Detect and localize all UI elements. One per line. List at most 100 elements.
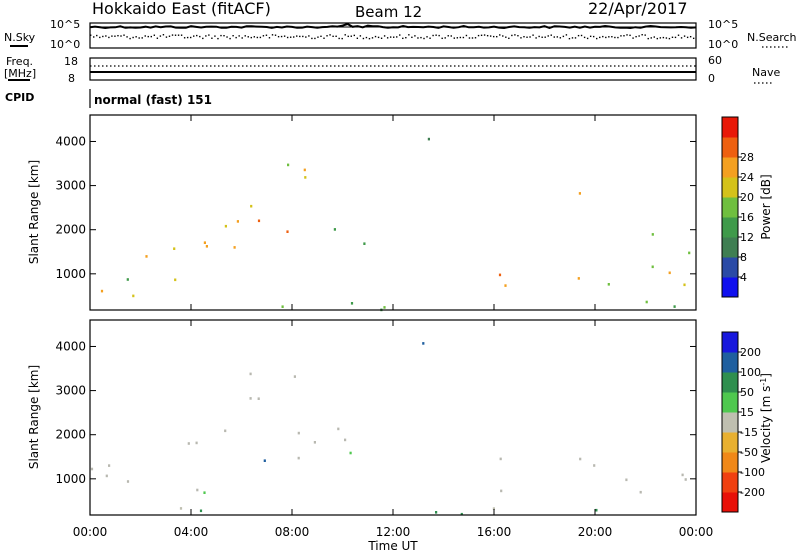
nsearch-point: [365, 36, 368, 39]
radar-cell: [337, 427, 340, 431]
nsearch-point: [692, 37, 695, 40]
nsearch-point: [202, 37, 204, 40]
nsky-label: N.Sky: [4, 31, 36, 44]
velocity-data: [90, 342, 687, 516]
nave-label: Nave: [752, 66, 780, 79]
x-tick-label: 04:00: [174, 525, 209, 539]
radar-cell: [344, 438, 347, 442]
nsearch-point: [90, 34, 92, 36]
nsearch-point: [532, 34, 534, 36]
freq-label-2: [MHz]: [4, 67, 36, 80]
nsearch-point: [438, 34, 440, 37]
nsky-trace: [89, 22, 697, 30]
nsearch-point: [647, 37, 649, 40]
nsearch-point: [674, 36, 677, 39]
freq-label-1: Freq.: [6, 55, 33, 68]
radar-cell: [577, 277, 580, 280]
nsearch-point: [611, 36, 613, 38]
radar-cell: [224, 429, 227, 433]
radar-cell: [293, 375, 296, 378]
radar-cell: [263, 459, 266, 462]
power-y-axis: 1000 2000 3000 4000: [55, 134, 696, 281]
nsearch-point: [656, 37, 659, 40]
nsearch-point: [526, 36, 528, 38]
colorbar-segment: [722, 157, 738, 178]
nsearch-point: [547, 35, 549, 37]
date-label: 22/Apr/2017: [588, 0, 688, 18]
nsearch-point: [583, 36, 586, 39]
colorbar-tick-label: 200: [740, 346, 761, 359]
nsearch-point: [620, 35, 622, 37]
nsearch-point: [414, 35, 416, 37]
y-tick-label: 1000: [55, 472, 86, 486]
nsearch-point: [553, 36, 555, 38]
y-tick-label: 3000: [55, 179, 86, 193]
nsearch-point: [289, 36, 292, 38]
radar-cell: [651, 233, 654, 236]
nsearch-point: [189, 36, 192, 39]
nsearch-point: [650, 37, 652, 39]
radar-cell: [683, 283, 686, 287]
nsearch-point: [614, 36, 616, 39]
nsearch-point: [253, 36, 256, 38]
colorbar-tick-label: -50: [740, 446, 758, 459]
nsearch-point: [135, 36, 137, 38]
nsearch-point: [305, 36, 307, 38]
nsearch-point: [626, 34, 628, 36]
radar-cell: [100, 289, 104, 293]
nsearch-point: [183, 37, 186, 39]
radar-cell: [126, 480, 130, 483]
nsearch-point: [229, 37, 231, 40]
nsearch-point: [335, 35, 337, 37]
radar-cell: [224, 224, 227, 228]
radar-cell: [668, 271, 671, 275]
nsearch-point: [505, 36, 507, 38]
radar-cell: [203, 241, 206, 244]
nsearch-point: [238, 35, 240, 37]
nsearch-point: [211, 37, 213, 39]
nsearch-point: [380, 37, 383, 39]
colorbar-tick-label: 50: [740, 386, 754, 399]
radar-cell: [651, 265, 654, 269]
nsearch-point: [635, 35, 637, 38]
nsearch-point: [592, 35, 595, 38]
radar-cell: [249, 397, 252, 400]
x-tick-label: 12:00: [376, 525, 411, 539]
radar-cell: [250, 204, 253, 208]
radar-cell: [105, 474, 108, 478]
velocity-frame: [89, 319, 697, 516]
nsearch-point: [683, 35, 686, 37]
x-tick-label: 00:00: [679, 525, 714, 539]
nsearch-trace: [90, 34, 695, 40]
freq-tick-top: 18: [64, 55, 78, 68]
radar-cell: [333, 228, 336, 231]
x-tick-label: 20:00: [578, 525, 613, 539]
colorbar-tick-label: -15: [740, 426, 758, 439]
nsearch-point: [153, 34, 156, 36]
radar-cell: [673, 305, 676, 308]
nsearch-point: [629, 34, 631, 37]
nsearch-point: [686, 36, 689, 39]
nsearch-point: [177, 34, 180, 36]
nsearch-point: [389, 36, 392, 38]
radar-cell: [287, 163, 290, 167]
radar-cell: [349, 451, 352, 455]
radar-cell: [174, 278, 177, 282]
nsearch-point: [220, 34, 222, 37]
radar-cell: [187, 442, 190, 445]
nsearch-point: [486, 34, 489, 37]
nsearch-point: [283, 35, 286, 37]
nsearch-point: [411, 36, 413, 39]
nsearch-point: [471, 37, 474, 39]
nsearch-point: [286, 36, 289, 39]
nsearch-point: [262, 35, 265, 37]
radar-cell: [492, 507, 495, 510]
nsearch-point: [144, 35, 146, 37]
radar-cell: [593, 464, 596, 467]
radar-cell: [196, 488, 199, 492]
nsearch-point: [293, 36, 295, 38]
nsearch-point: [159, 35, 162, 37]
nsearch-point: [665, 37, 668, 39]
nsearch-label: N.Search: [747, 31, 797, 44]
x-tick-label: 16:00: [477, 525, 512, 539]
